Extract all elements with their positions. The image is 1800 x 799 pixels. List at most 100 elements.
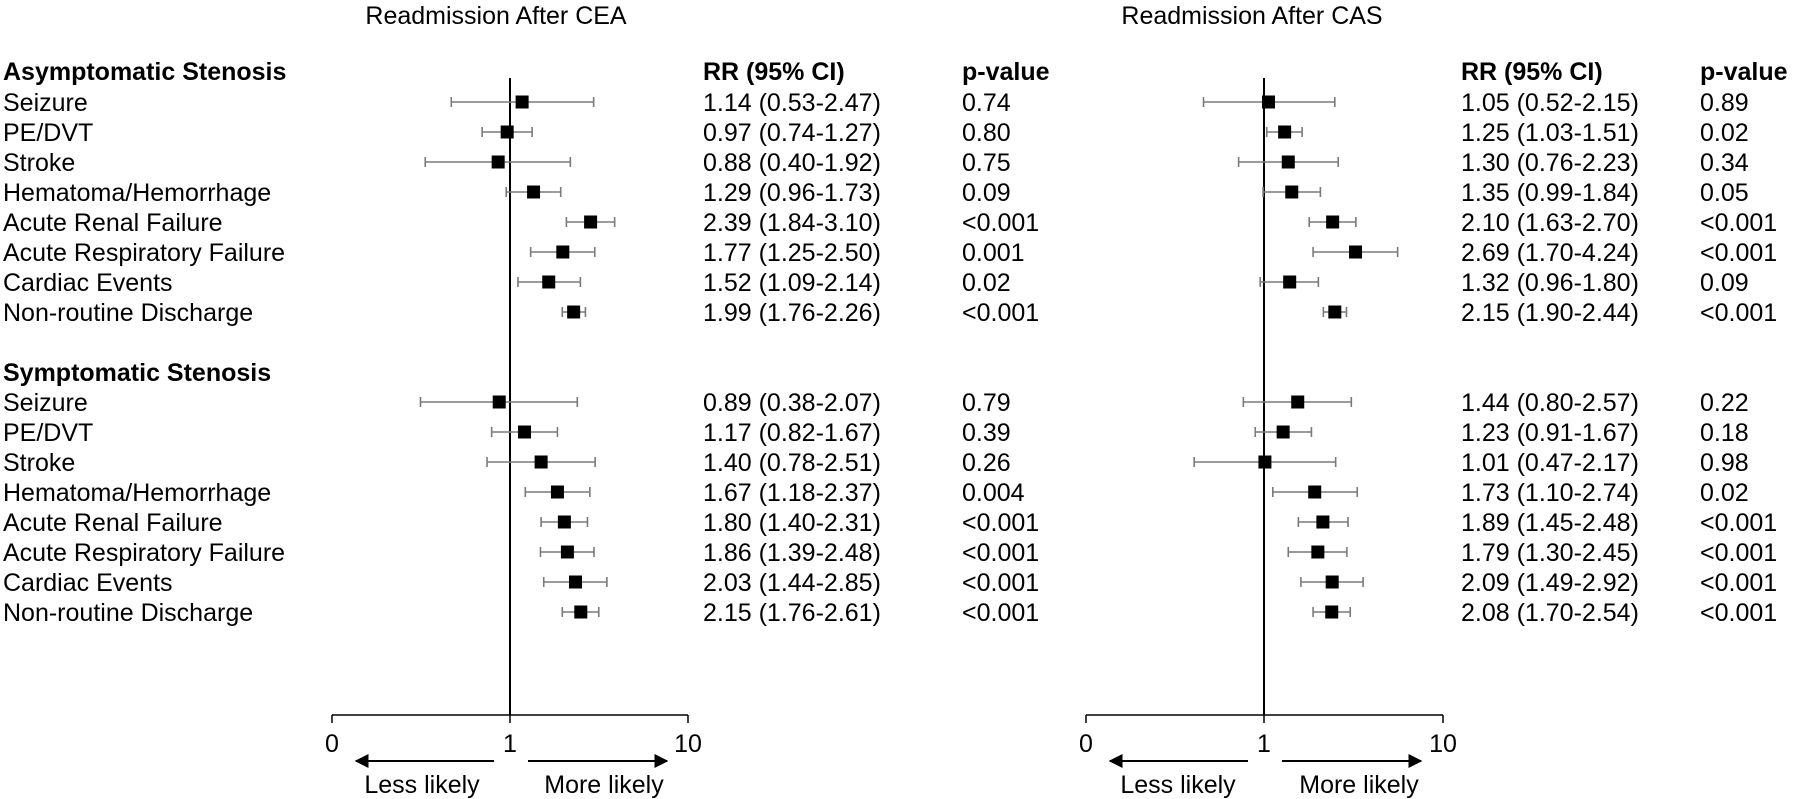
rr-ci-value: 2.39 (1.84-3.10) — [703, 209, 881, 237]
point-estimate — [534, 455, 548, 469]
point-estimate — [560, 545, 574, 559]
column-header-rr: RR (95% CI) — [703, 58, 845, 86]
p-value: <0.001 — [1700, 539, 1777, 567]
rr-ci-value: 1.25 (1.03-1.51) — [1461, 119, 1639, 147]
point-estimate — [1285, 185, 1299, 199]
p-value: 0.89 — [1700, 89, 1749, 117]
column-header-p: p-value — [1700, 58, 1788, 86]
p-value: 0.02 — [1700, 119, 1749, 147]
p-value: 0.09 — [1700, 269, 1749, 297]
p-value: 0.74 — [962, 89, 1011, 117]
point-estimate — [1291, 395, 1305, 409]
point-estimate — [1276, 425, 1290, 439]
chart-title: Readmission After CAS — [1121, 2, 1382, 30]
x-axis: 0 1 10 Less likely More likely — [325, 714, 702, 799]
point-estimate — [491, 155, 505, 169]
p-value: 0.18 — [1700, 419, 1749, 447]
row-label-stroke: Stroke — [3, 449, 75, 477]
row-label-hematoma: Hematoma/Hemorrhage — [3, 179, 271, 207]
p-value: 0.001 — [962, 239, 1025, 267]
rr-ci-value: 1.40 (0.78-2.51) — [703, 449, 881, 477]
point-estimate — [1281, 155, 1295, 169]
p-value: 0.26 — [962, 449, 1011, 477]
direction-label-more: More likely — [1299, 771, 1419, 799]
point-estimate — [1326, 215, 1340, 229]
point-estimate — [515, 95, 529, 109]
point-estimate — [550, 485, 564, 499]
section-label-symptomatic: Symptomatic Stenosis — [3, 359, 271, 387]
point-estimate — [492, 395, 506, 409]
p-value: 0.79 — [962, 389, 1011, 417]
rr-ci-value: 1.01 (0.47-2.17) — [1461, 449, 1639, 477]
p-value: <0.001 — [962, 209, 1039, 237]
rr-ci-value: 2.08 (1.70-2.54) — [1461, 599, 1639, 627]
column-header-rr: RR (95% CI) — [1461, 58, 1603, 86]
p-value: 0.98 — [1700, 449, 1749, 477]
rr-ci-value: 2.03 (1.44-2.85) — [703, 569, 881, 597]
point-estimate — [1308, 485, 1322, 499]
point-estimate — [1262, 95, 1276, 109]
row-label-cardiac-events: Cardiac Events — [3, 569, 173, 597]
p-value: <0.001 — [1700, 239, 1777, 267]
row-label-cardiac-events: Cardiac Events — [3, 269, 173, 297]
p-value: <0.001 — [962, 509, 1039, 537]
point-estimate — [584, 215, 598, 229]
p-value: <0.001 — [1700, 569, 1777, 597]
point-estimate — [574, 605, 588, 619]
p-value: <0.001 — [1700, 209, 1777, 237]
rr-ci-value: 1.32 (0.96-1.80) — [1461, 269, 1639, 297]
row-label-seizure: Seizure — [3, 389, 88, 417]
rr-ci-value: 1.52 (1.09-2.14) — [703, 269, 881, 297]
point-estimate — [1328, 305, 1342, 319]
row-label-pe-dvt: PE/DVT — [3, 119, 93, 147]
row-label-discharge: Non-routine Discharge — [3, 299, 253, 327]
x-axis: 0 1 10 Less likely More likely — [1079, 714, 1457, 799]
rr-ci-value: 2.69 (1.70-4.24) — [1461, 239, 1639, 267]
chart-title: Readmission After CEA — [365, 2, 627, 30]
rr-ci-value: 2.15 (1.76-2.61) — [703, 599, 881, 627]
rr-ci-value: 2.10 (1.63-2.70) — [1461, 209, 1639, 237]
rr-ci-value: 0.88 (0.40-1.92) — [703, 149, 881, 177]
rr-ci-value: 1.30 (0.76-2.23) — [1461, 149, 1639, 177]
row-labels: Asymptomatic Stenosis Seizure PE/DVT Str… — [3, 58, 286, 627]
rr-ci-value: 2.15 (1.90-2.44) — [1461, 299, 1639, 327]
p-value: <0.001 — [962, 599, 1039, 627]
row-label-pe-dvt: PE/DVT — [3, 419, 93, 447]
column-header-p: p-value — [962, 58, 1050, 86]
rr-ci-value: 1.79 (1.30-2.45) — [1461, 539, 1639, 567]
rr-ci-value: 1.77 (1.25-2.50) — [703, 239, 881, 267]
p-value: 0.05 — [1700, 179, 1749, 207]
row-label-renal-failure: Acute Renal Failure — [3, 209, 223, 237]
point-estimate — [1283, 275, 1297, 289]
row-label-stroke: Stroke — [3, 149, 75, 177]
p-value: <0.001 — [962, 539, 1039, 567]
rr-ci-value: 1.35 (0.99-1.84) — [1461, 179, 1639, 207]
p-value: 0.22 — [1700, 389, 1749, 417]
forest-marks — [1193, 78, 1399, 715]
rr-ci-value: 1.73 (1.10-2.74) — [1461, 479, 1639, 507]
p-value: <0.001 — [1700, 599, 1777, 627]
rr-ci-value: 2.09 (1.49-2.92) — [1461, 569, 1639, 597]
rr-ci-value: 1.14 (0.53-2.47) — [703, 89, 881, 117]
x-tick-label: 0 — [325, 730, 339, 758]
point-estimate — [542, 275, 556, 289]
point-estimate — [1278, 125, 1292, 139]
x-tick-label: 1 — [1257, 730, 1271, 758]
p-value: <0.001 — [1700, 299, 1777, 327]
row-label-discharge: Non-routine Discharge — [3, 599, 253, 627]
p-value: <0.001 — [962, 569, 1039, 597]
rr-ci-value: 1.23 (0.91-1.67) — [1461, 419, 1639, 447]
x-tick-label: 1 — [503, 730, 517, 758]
p-value: 0.34 — [1700, 149, 1749, 177]
point-estimate — [567, 305, 581, 319]
point-estimate — [500, 125, 514, 139]
x-tick-label: 10 — [674, 730, 702, 758]
row-label-seizure: Seizure — [3, 89, 88, 117]
point-estimate — [1325, 575, 1339, 589]
rr-ci-value: 0.97 (0.74-1.27) — [703, 119, 881, 147]
p-value: 0.39 — [962, 419, 1011, 447]
rr-ci-value: 1.67 (1.18-2.37) — [703, 479, 881, 507]
direction-label-less: Less likely — [1120, 771, 1236, 799]
direction-label-less: Less likely — [364, 771, 480, 799]
